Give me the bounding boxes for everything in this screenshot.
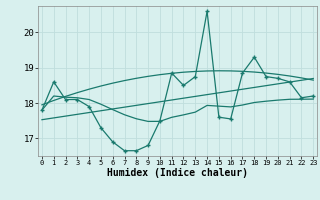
X-axis label: Humidex (Indice chaleur): Humidex (Indice chaleur) [107,168,248,178]
